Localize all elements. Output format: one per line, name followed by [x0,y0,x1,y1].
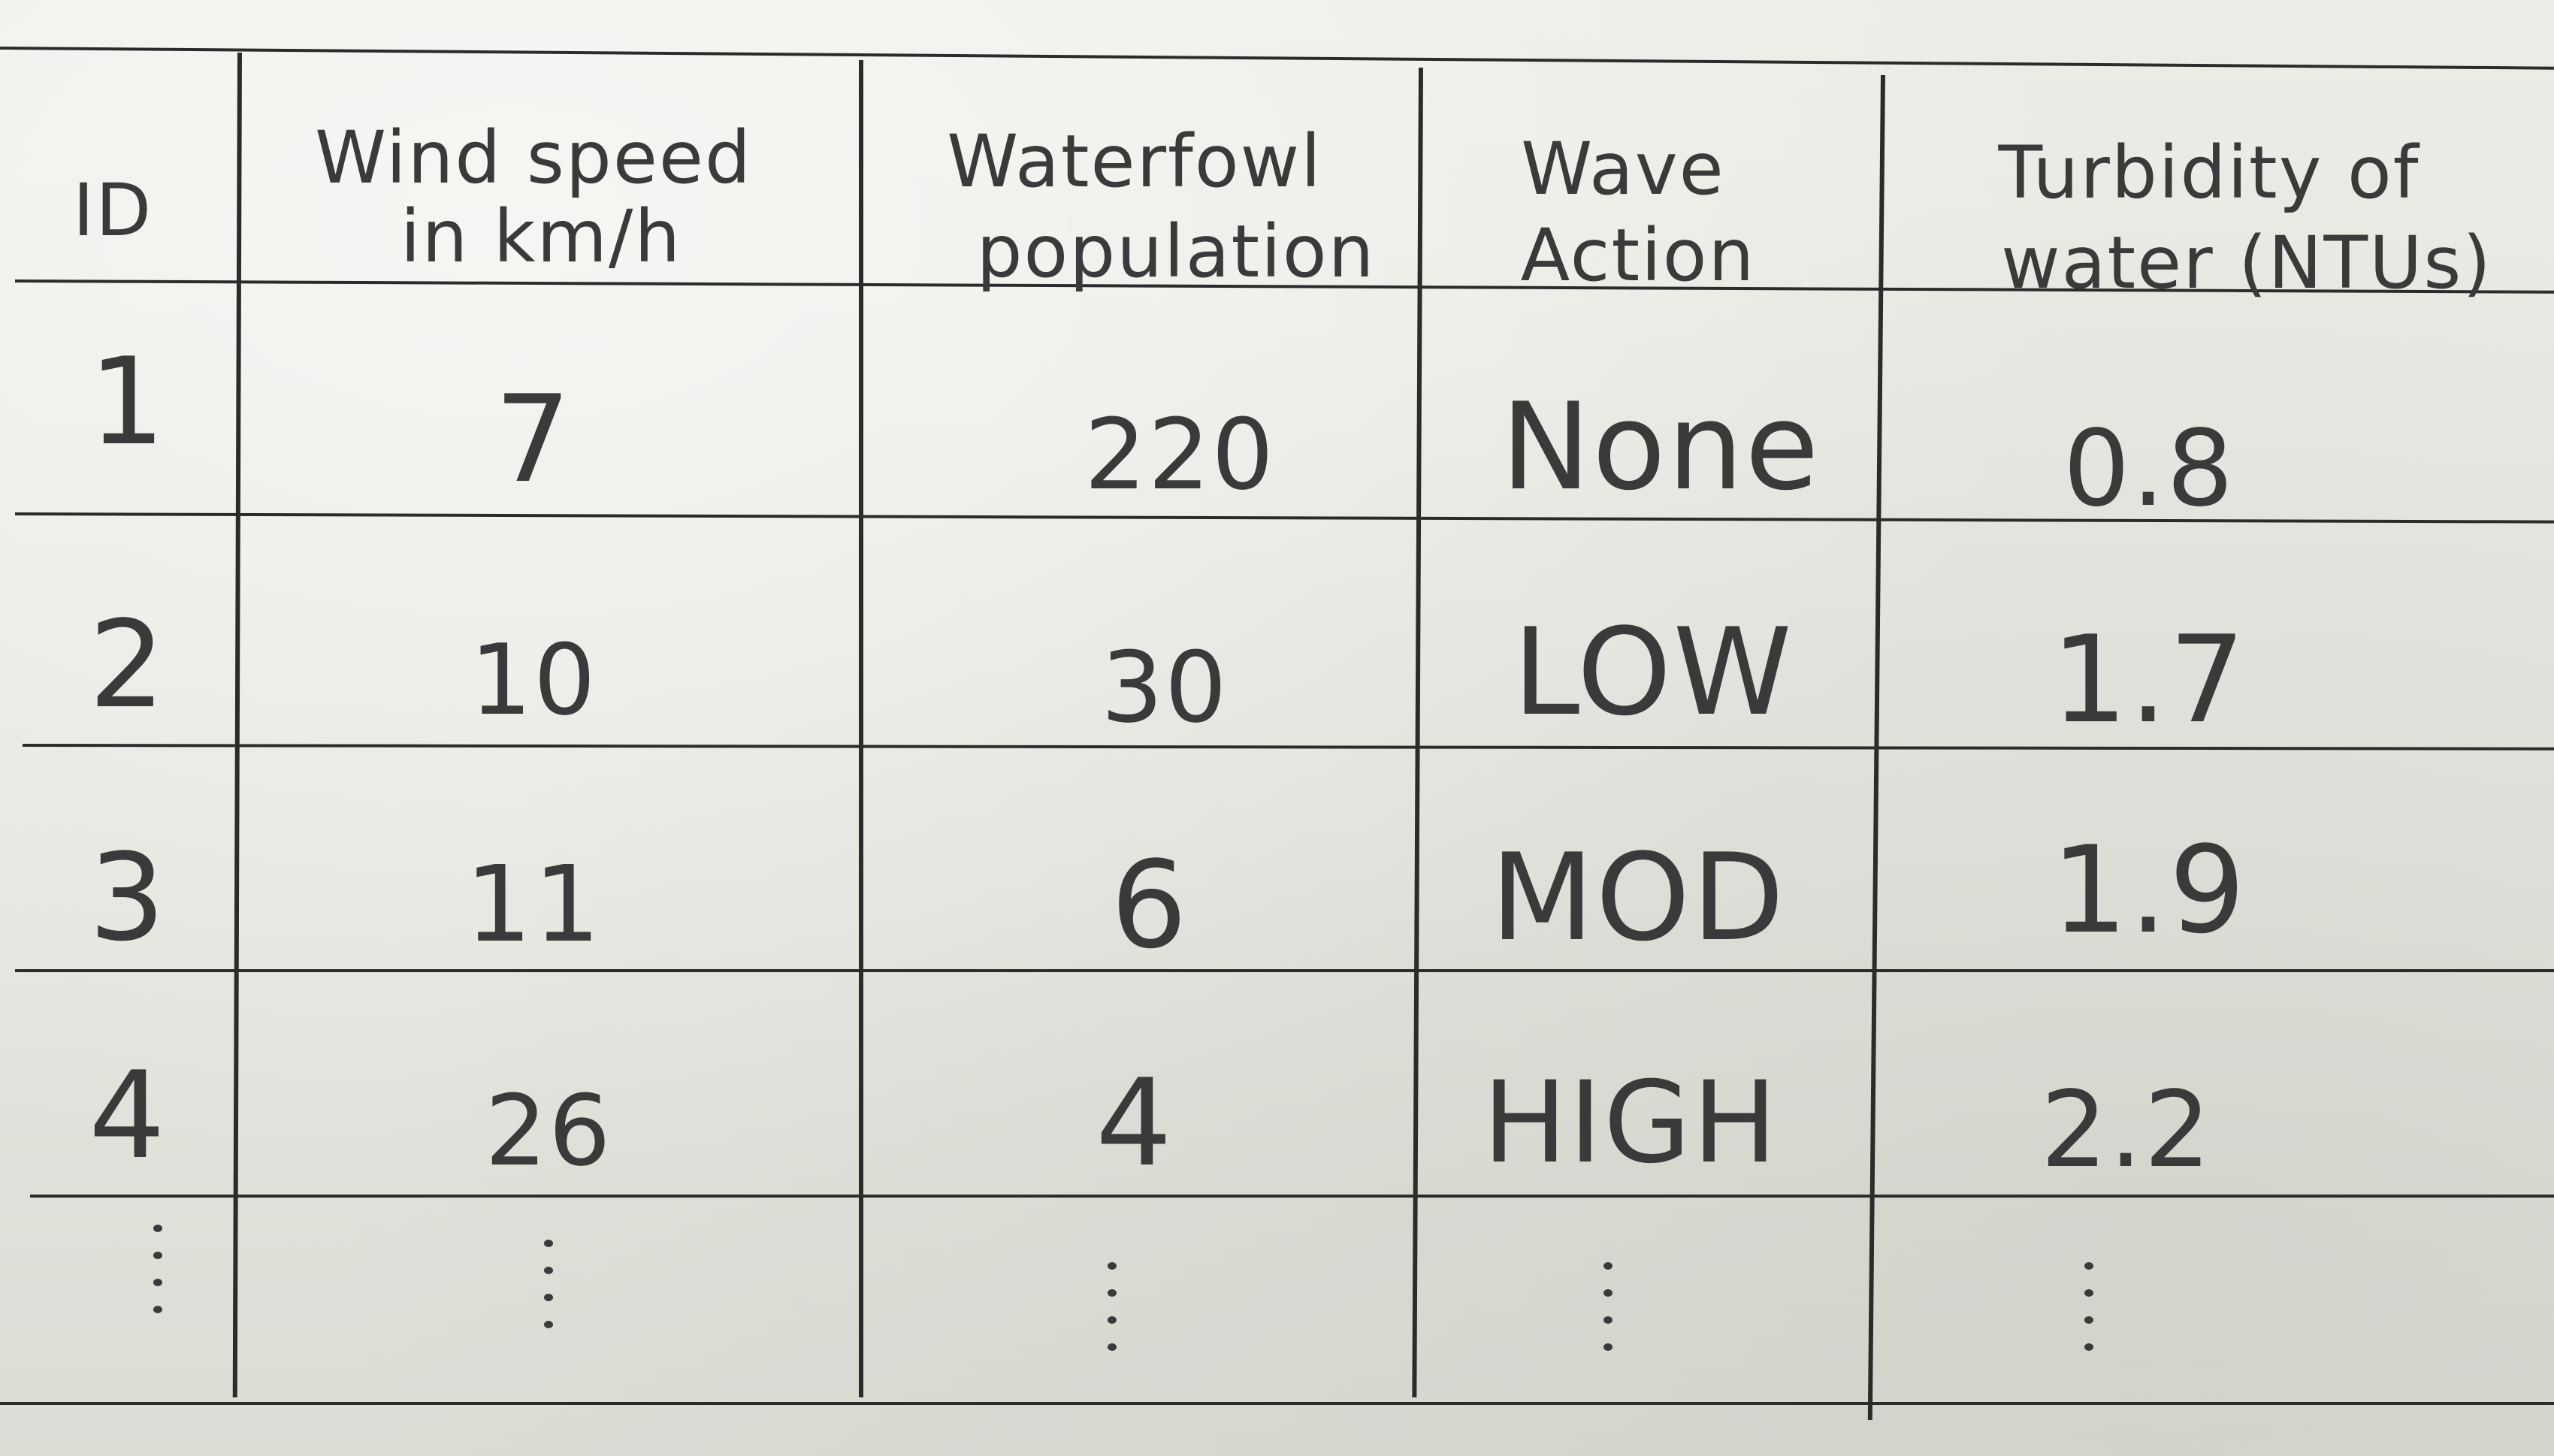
row4-rule [30,1195,2554,1198]
continuation-dots-wind [533,1240,564,1352]
continuation-dots-wave [1593,1262,1623,1375]
continuation-dots-id [143,1225,173,1337]
header-turbidity-line2: water (NTUs) [2001,221,2492,305]
header-wave-line2: Action [1520,213,1756,298]
row1-turbidity: 0.8 [2063,408,2235,530]
top-rule [0,47,2554,70]
header-wind-line1: Wind speed [315,116,752,200]
col-divider-2 [859,60,863,1397]
continuation-dots-turbidity [2074,1262,2104,1375]
continuation-dots-waterfowl [1097,1262,1127,1375]
row2-turbidity: 1.7 [2051,609,2247,750]
bottom-rule [0,1402,2554,1405]
row3-turbidity: 1.9 [2051,820,2247,960]
row4-wind: 26 [485,1074,612,1188]
header-id: ID [72,168,153,252]
row4-turbidity: 2.2 [2040,1069,2213,1192]
row3-wave: MOD [1490,827,1786,968]
row2-wave: LOW [1513,602,1794,742]
row3-id: 3 [89,827,167,968]
row1-wave: None [1501,376,1821,517]
row2-id: 2 [89,594,167,735]
row3-waterfowl: 6 [1111,835,1189,975]
row1-wind: 7 [494,369,573,509]
row4-wave: HIGH [1482,1058,1779,1189]
header-wave-line1: Wave [1521,127,1725,211]
header-waterfowl-line2: population [976,210,1376,294]
col-divider-3 [1412,67,1423,1397]
row2-wind: 10 [470,623,597,737]
row1-waterfowl: 220 [1084,397,1276,512]
row2-waterfowl: 30 [1101,630,1229,745]
header-wind-line2: in km/h [400,195,682,279]
header-turbidity-line1: Turbidity of [1998,131,2420,215]
row4-id: 4 [89,1045,167,1186]
row4-waterfowl: 4 [1096,1053,1174,1193]
row1-id: 1 [89,331,167,472]
row3-wind: 11 [464,844,603,966]
header-waterfowl-line1: Waterfowl [947,119,1322,204]
row3-rule [15,969,2554,972]
